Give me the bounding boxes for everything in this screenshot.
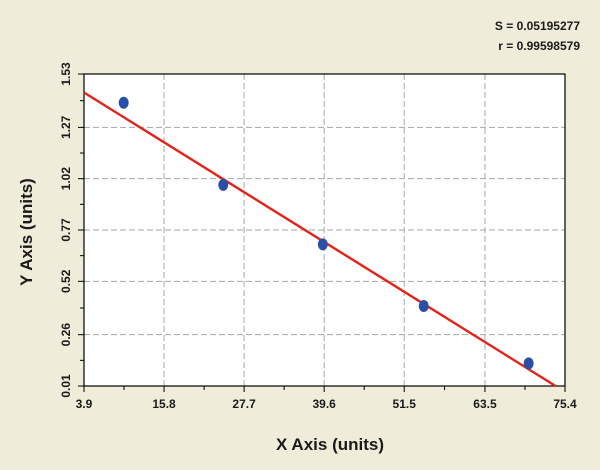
y-tick-label: 0.52	[59, 269, 73, 293]
x-tick-label: 27.7	[232, 397, 256, 411]
x-tick-label: 15.8	[152, 397, 176, 411]
x-tick-label: 3.9	[76, 397, 93, 411]
data-point	[523, 357, 534, 370]
fit-line-layer	[83, 91, 557, 388]
x-axis-title: X Axis (units)	[276, 435, 384, 454]
axes	[78, 73, 566, 392]
data-points	[118, 96, 534, 370]
x-tick-label: 39.6	[312, 397, 336, 411]
y-tick-label: 0.77	[59, 218, 73, 242]
stat-s: S = 0.05195277	[495, 19, 580, 33]
x-tick-label: 75.4	[553, 397, 577, 411]
x-tick-label: 51.5	[393, 397, 417, 411]
y-tick-label: 1.53	[59, 62, 73, 86]
x-tick-label: 63.5	[473, 397, 497, 411]
data-point	[418, 299, 429, 312]
tick-labels: 3.9 15.8 27.7 39.6 51.5 63.5 75.4 0.01 0.26 0.52 0…	[59, 62, 577, 411]
data-point	[317, 238, 328, 251]
y-axis-title: Y Axis (units)	[17, 178, 36, 286]
fit-line	[83, 91, 557, 388]
y-tick-label: 1.02	[59, 167, 73, 191]
grid-lines	[84, 74, 565, 386]
y-tick-label: 0.26	[59, 323, 73, 347]
data-point	[218, 178, 229, 191]
y-tick-label: 1.27	[59, 115, 73, 139]
plot-frame	[83, 73, 566, 387]
data-point	[118, 96, 129, 109]
y-tick-label: 0.01	[59, 374, 73, 398]
stat-r: r = 0.99598579	[498, 39, 580, 53]
